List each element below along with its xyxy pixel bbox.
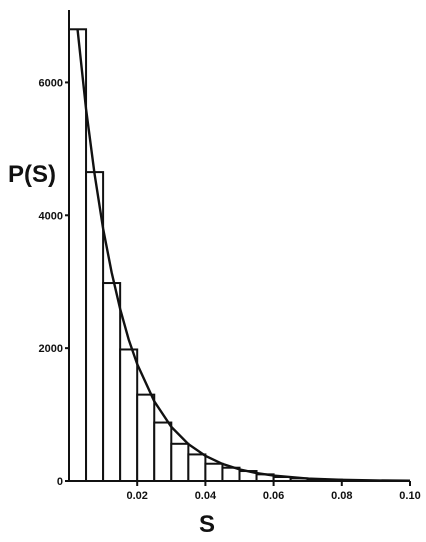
histogram-bar bbox=[153, 421, 173, 482]
y-tick-label: 6000 bbox=[39, 77, 63, 89]
fit-curve bbox=[76, 29, 411, 482]
y-axis-ticks: 0 2000 4000 6000 bbox=[39, 77, 69, 488]
x-tick-label: 0.06 bbox=[263, 490, 284, 502]
x-axis-title: S bbox=[199, 511, 215, 538]
y-tick-label: 2000 bbox=[39, 343, 63, 355]
y-tick-label: 0 bbox=[57, 476, 63, 488]
y-tick-label: 4000 bbox=[39, 210, 63, 222]
x-tick-label: 0.10 bbox=[399, 490, 420, 502]
y-axis-title: P(S) bbox=[8, 161, 56, 188]
histogram-bar bbox=[102, 282, 122, 482]
histogram-bar bbox=[170, 442, 190, 482]
histogram-bar bbox=[68, 28, 88, 483]
histogram-bars bbox=[68, 28, 360, 483]
x-tick-label: 0.02 bbox=[126, 490, 147, 502]
histogram-bar bbox=[136, 393, 156, 482]
x-axis-ticks: 0.02 0.04 0.06 0.08 0.10 bbox=[126, 481, 421, 502]
histogram-bar bbox=[119, 348, 139, 482]
x-tick-label: 0.08 bbox=[331, 490, 352, 502]
histogram-bar bbox=[204, 462, 224, 483]
histogram-bar bbox=[187, 453, 207, 482]
x-tick-label: 0.04 bbox=[195, 490, 217, 502]
